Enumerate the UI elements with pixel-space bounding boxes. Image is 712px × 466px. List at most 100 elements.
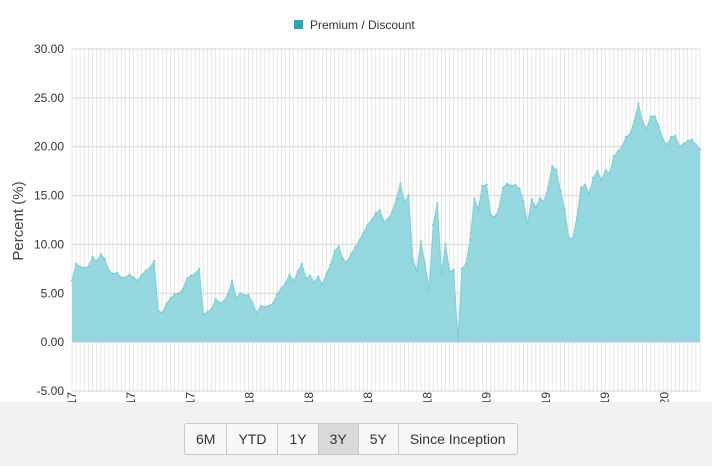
data-point[interactable] bbox=[579, 186, 583, 189]
data-point[interactable] bbox=[230, 279, 234, 282]
data-point[interactable] bbox=[477, 208, 480, 211]
data-point[interactable] bbox=[308, 274, 312, 277]
data-point[interactable] bbox=[99, 253, 102, 256]
data-point[interactable] bbox=[296, 270, 299, 273]
data-point[interactable] bbox=[152, 259, 156, 263]
data-point[interactable] bbox=[79, 265, 82, 269]
data-point[interactable] bbox=[325, 272, 328, 275]
data-point[interactable] bbox=[407, 194, 410, 197]
data-point[interactable] bbox=[620, 145, 624, 148]
data-point[interactable] bbox=[674, 134, 677, 138]
data-point[interactable] bbox=[542, 200, 546, 203]
data-point[interactable] bbox=[468, 238, 472, 241]
data-point[interactable] bbox=[448, 270, 451, 273]
data-point[interactable] bbox=[337, 245, 340, 248]
data-point[interactable] bbox=[300, 262, 304, 266]
data-point[interactable] bbox=[694, 143, 698, 146]
data-point[interactable] bbox=[608, 171, 611, 175]
data-point[interactable] bbox=[333, 250, 336, 253]
series-area[interactable] bbox=[72, 103, 700, 343]
data-point[interactable] bbox=[497, 208, 501, 211]
data-point[interactable] bbox=[645, 127, 648, 131]
data-point[interactable] bbox=[686, 139, 689, 143]
data-point[interactable] bbox=[198, 267, 201, 271]
data-point[interactable] bbox=[665, 143, 669, 146]
data-point[interactable] bbox=[120, 276, 123, 279]
data-point[interactable] bbox=[399, 182, 402, 186]
data-point[interactable] bbox=[456, 339, 460, 343]
data-point[interactable] bbox=[136, 279, 139, 282]
data-point[interactable] bbox=[193, 272, 197, 275]
data-point[interactable] bbox=[239, 292, 242, 295]
data-point[interactable] bbox=[276, 293, 279, 296]
data-point[interactable] bbox=[267, 304, 271, 308]
data-point[interactable] bbox=[485, 183, 488, 187]
data-point[interactable] bbox=[83, 266, 86, 270]
data-point[interactable] bbox=[612, 155, 615, 158]
data-point[interactable] bbox=[641, 120, 644, 123]
data-point[interactable] bbox=[243, 294, 246, 297]
data-point[interactable] bbox=[403, 201, 406, 204]
data-point[interactable] bbox=[218, 301, 221, 305]
data-point[interactable] bbox=[317, 275, 320, 278]
data-point[interactable] bbox=[473, 197, 476, 200]
data-point[interactable] bbox=[202, 313, 205, 316]
data-point[interactable] bbox=[390, 210, 394, 214]
data-point[interactable] bbox=[370, 218, 373, 222]
data-point[interactable] bbox=[345, 260, 349, 264]
data-point[interactable] bbox=[698, 148, 702, 151]
range-button-since-inception[interactable]: Since Inception bbox=[398, 424, 517, 454]
data-point[interactable] bbox=[629, 132, 632, 136]
data-point[interactable] bbox=[518, 187, 521, 190]
data-point[interactable] bbox=[592, 176, 595, 180]
data-point[interactable] bbox=[678, 145, 681, 148]
data-point[interactable] bbox=[690, 138, 693, 142]
data-point[interactable] bbox=[530, 198, 533, 201]
range-button-1y[interactable]: 1Y bbox=[278, 424, 319, 454]
data-point[interactable] bbox=[177, 292, 180, 295]
data-point[interactable] bbox=[460, 267, 464, 271]
data-point[interactable] bbox=[514, 183, 517, 187]
data-point[interactable] bbox=[111, 272, 115, 275]
data-point[interactable] bbox=[661, 138, 665, 142]
data-point[interactable] bbox=[280, 287, 283, 290]
range-button-3y[interactable]: 3Y bbox=[318, 424, 359, 454]
data-point[interactable] bbox=[522, 200, 525, 203]
data-point[interactable] bbox=[157, 309, 160, 313]
data-point[interactable] bbox=[440, 272, 443, 275]
data-point[interactable] bbox=[624, 135, 628, 139]
range-button-5y[interactable]: 5Y bbox=[358, 424, 399, 454]
data-point[interactable] bbox=[288, 273, 291, 276]
data-point[interactable] bbox=[70, 279, 74, 282]
data-point[interactable] bbox=[452, 268, 455, 272]
data-point[interactable] bbox=[189, 274, 193, 277]
data-point[interactable] bbox=[341, 257, 345, 261]
data-point[interactable] bbox=[329, 263, 332, 267]
data-point[interactable] bbox=[165, 302, 168, 306]
data-point[interactable] bbox=[501, 186, 505, 189]
data-point[interactable] bbox=[489, 213, 492, 217]
data-point[interactable] bbox=[349, 253, 353, 256]
data-point[interactable] bbox=[284, 282, 287, 285]
data-point[interactable] bbox=[575, 216, 579, 220]
data-point[interactable] bbox=[103, 257, 107, 261]
data-point[interactable] bbox=[74, 262, 78, 266]
data-point[interactable] bbox=[181, 288, 185, 291]
data-point[interactable] bbox=[509, 184, 513, 187]
data-point[interactable] bbox=[493, 215, 496, 219]
data-point[interactable] bbox=[161, 311, 164, 315]
data-point[interactable] bbox=[169, 296, 172, 300]
data-point[interactable] bbox=[354, 246, 357, 249]
data-point[interactable] bbox=[140, 273, 143, 276]
data-point[interactable] bbox=[378, 209, 382, 212]
data-point[interactable] bbox=[366, 223, 369, 227]
data-point[interactable] bbox=[583, 183, 587, 187]
data-point[interactable] bbox=[637, 102, 640, 105]
data-point[interactable] bbox=[206, 310, 209, 314]
data-point[interactable] bbox=[444, 243, 447, 246]
data-point[interactable] bbox=[411, 257, 414, 261]
data-point[interactable] bbox=[563, 208, 566, 211]
data-point[interactable] bbox=[271, 301, 275, 305]
data-point[interactable] bbox=[423, 262, 427, 266]
data-point[interactable] bbox=[255, 311, 258, 315]
